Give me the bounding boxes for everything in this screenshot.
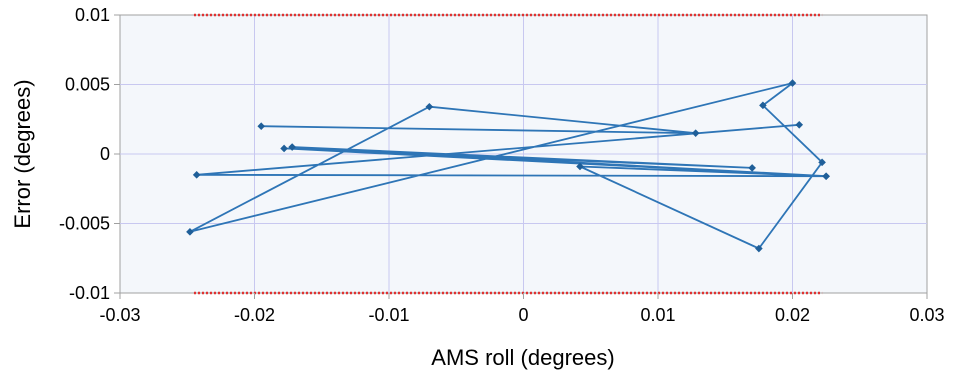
data-series	[186, 79, 830, 253]
x-axis-ticks: -0.03 -0.02 -0.01 0 0.01 0.02 0.03	[99, 293, 945, 325]
y-tick-label: 0.005	[65, 75, 110, 95]
data-point	[822, 172, 830, 181]
data-point	[691, 129, 700, 137]
x-tick-label: 0.02	[775, 305, 810, 325]
data-point	[795, 121, 804, 129]
x-tick-label: -0.01	[368, 305, 409, 325]
data-point	[192, 171, 201, 179]
data-point	[288, 143, 296, 151]
data-point	[425, 102, 434, 111]
data-point	[186, 228, 194, 236]
x-tick-label: -0.03	[99, 305, 140, 325]
x-tick-label: -0.02	[234, 305, 275, 325]
y-tick-label: 0.01	[75, 5, 110, 25]
limit-lines	[193, 13, 823, 295]
data-point	[788, 79, 797, 87]
data-point	[257, 122, 266, 130]
y-tick-label: -0.005	[59, 214, 110, 234]
data-point	[755, 244, 763, 253]
y-tick-label: 0	[100, 144, 110, 164]
y-axis-title: Error (degrees)	[10, 79, 35, 228]
data-point	[280, 144, 288, 153]
data-point	[748, 164, 756, 172]
data-point	[818, 158, 826, 167]
data-point	[759, 101, 767, 110]
x-axis-title: AMS roll (degrees)	[431, 345, 614, 370]
x-tick-label: 0.03	[909, 305, 944, 325]
x-tick-label: 0	[518, 305, 528, 325]
y-tick-label: -0.01	[69, 283, 110, 303]
series-line	[188, 82, 827, 250]
data-point	[576, 162, 584, 171]
x-tick-label: 0.01	[640, 305, 675, 325]
y-axis-ticks: 0.01 0.005 0 -0.005 -0.01	[59, 5, 120, 303]
